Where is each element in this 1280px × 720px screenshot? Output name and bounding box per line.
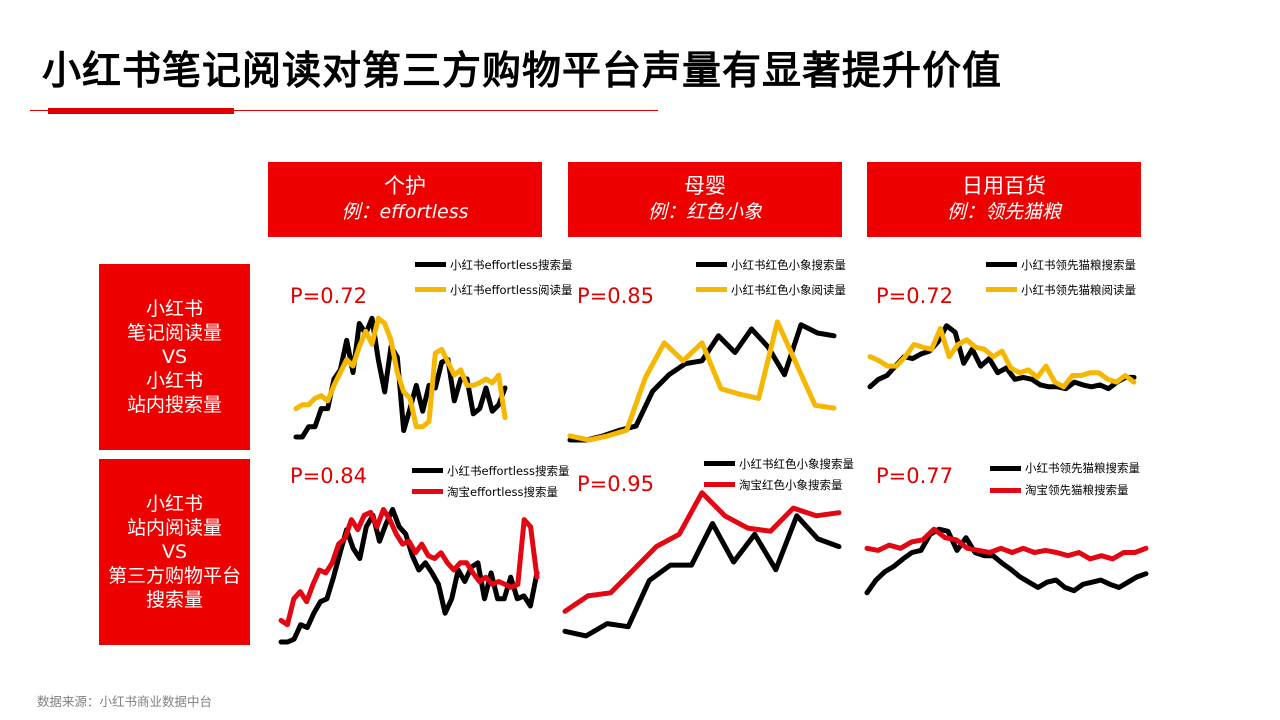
row-header-line: 搜索量 [145, 589, 203, 611]
legend-item: 小红书领先猫粮搜索量 [986, 252, 1136, 277]
legend-item: 淘宝effortless搜索量 [412, 481, 570, 502]
row-header-line: 小红书 [145, 370, 203, 392]
legend-swatch [704, 482, 735, 487]
series-line-2 [278, 507, 540, 628]
row-header-line: 笔记阅读量 [126, 322, 222, 344]
legend-swatch [696, 262, 727, 267]
line-chart-daily-goods-third-party [864, 526, 1149, 596]
legend-label: 小红书红色小象阅读量 [731, 282, 846, 297]
series-line-2 [562, 490, 842, 614]
series-line-1 [864, 526, 1149, 596]
legend-item: 小红书红色小象搜索量 [696, 252, 846, 277]
series-line-2 [864, 526, 1149, 562]
row-header-reads-vs-search: 小红书 笔记阅读量 VS 小红书 站内搜索量 [99, 264, 250, 450]
column-header-personal-care: 个护 例：effortless [268, 162, 542, 237]
chart-legend: 小红书领先猫粮搜索量 淘宝领先猫粮搜索量 [990, 457, 1140, 501]
legend-swatch [990, 487, 1021, 493]
legend-swatch [412, 489, 443, 494]
chart-legend: 小红书红色小象搜索量 小红书红色小象阅读量 [696, 252, 846, 302]
legend-label: 小红书领先猫粮阅读量 [1021, 282, 1136, 297]
legend-swatch [986, 262, 1017, 267]
line-chart-personal-care-reads [293, 315, 508, 440]
line-chart-maternal-baby-third-party [562, 490, 842, 639]
line-chart-daily-goods-reads [867, 323, 1137, 392]
row-header-line: 站内搜索量 [126, 394, 222, 416]
series-line-2 [293, 315, 508, 430]
correlation-label: P=0.84 [290, 464, 368, 488]
series-line-2 [567, 319, 837, 443]
series-line-1 [562, 513, 842, 639]
legend-item: 小红书effortless搜索量 [412, 460, 570, 481]
correlation-label: P=0.72 [876, 284, 954, 308]
legend-label: 小红书effortless搜索量 [450, 257, 573, 272]
chart-legend: 小红书effortless搜索量 淘宝effortless搜索量 [412, 460, 570, 502]
legend-label: 淘宝红色小象搜索量 [739, 477, 843, 492]
legend-item: 淘宝领先猫粮搜索量 [990, 479, 1140, 501]
legend-label: 小红书领先猫粮搜索量 [1025, 461, 1140, 475]
row-header-line: 小红书 [145, 493, 203, 515]
title-underline [30, 110, 658, 111]
line-chart-personal-care-third-party [278, 507, 540, 645]
series-line-1 [867, 323, 1137, 392]
chart-legend: 小红书领先猫粮搜索量 小红书领先猫粮阅读量 [986, 252, 1136, 302]
chart-legend: 小红书红色小象搜索量 淘宝红色小象搜索量 [704, 453, 854, 495]
series-line-2 [867, 326, 1137, 390]
legend-label: 淘宝effortless搜索量 [447, 484, 559, 499]
row-header-line: 小红书 [145, 298, 203, 320]
legend-item: 小红书effortless搜索量 [415, 252, 573, 277]
column-header-maternal-baby: 母婴 例：红色小象 [568, 162, 842, 237]
column-header-title: 母婴 [684, 174, 726, 198]
legend-swatch [986, 287, 1017, 292]
data-source-footnote: 数据来源：小红书商业数据中台 [37, 694, 213, 709]
correlation-label: P=0.72 [290, 284, 368, 308]
page-title: 小红书笔记阅读对第三方购物平台声量有显著提升价值 [42, 49, 1003, 94]
legend-swatch [415, 262, 446, 267]
title-underline-accent [48, 108, 234, 114]
correlation-label: P=0.95 [577, 472, 655, 496]
legend-label: 淘宝领先猫粮搜索量 [1025, 483, 1129, 497]
legend-swatch [415, 287, 446, 292]
line-chart-maternal-baby-reads [567, 319, 837, 443]
legend-swatch [990, 465, 1021, 471]
legend-label: 小红书effortless搜索量 [447, 463, 570, 478]
legend-item: 小红书领先猫粮阅读量 [986, 277, 1136, 302]
correlation-label: P=0.77 [876, 464, 954, 488]
legend-label: 小红书领先猫粮搜索量 [1021, 257, 1136, 272]
column-header-title: 日用百货 [962, 174, 1046, 198]
chart-legend: 小红书effortless搜索量 小红书effortless阅读量 [415, 252, 573, 302]
legend-item: 小红书红色小象阅读量 [696, 277, 846, 302]
row-header-line: VS [161, 541, 188, 563]
column-header-daily-goods: 日用百货 例：领先猫粮 [867, 162, 1141, 237]
row-header-line: 第三方购物平台 [107, 565, 241, 587]
row-header-line: 站内阅读量 [126, 517, 222, 539]
column-header-example: 例：领先猫粮 [946, 201, 1061, 223]
row-header-line: VS [161, 346, 188, 368]
legend-label: 小红书红色小象搜索量 [731, 257, 846, 272]
column-header-example: 例：effortless [341, 201, 469, 223]
legend-swatch [704, 461, 735, 466]
column-header-title: 个护 [384, 174, 426, 198]
legend-item: 小红书红色小象搜索量 [704, 453, 854, 474]
legend-item: 小红书effortless阅读量 [415, 277, 573, 302]
legend-item: 小红书领先猫粮搜索量 [990, 457, 1140, 479]
column-header-example: 例：红色小象 [647, 201, 762, 223]
correlation-label: P=0.85 [577, 284, 655, 308]
legend-label: 小红书红色小象搜索量 [739, 456, 854, 471]
legend-swatch [696, 287, 727, 292]
legend-swatch [412, 468, 443, 473]
legend-label: 小红书effortless阅读量 [450, 282, 573, 297]
legend-item: 淘宝红色小象搜索量 [704, 474, 854, 495]
row-header-reads-vs-third-party: 小红书 站内阅读量 VS 第三方购物平台 搜索量 [99, 459, 250, 645]
